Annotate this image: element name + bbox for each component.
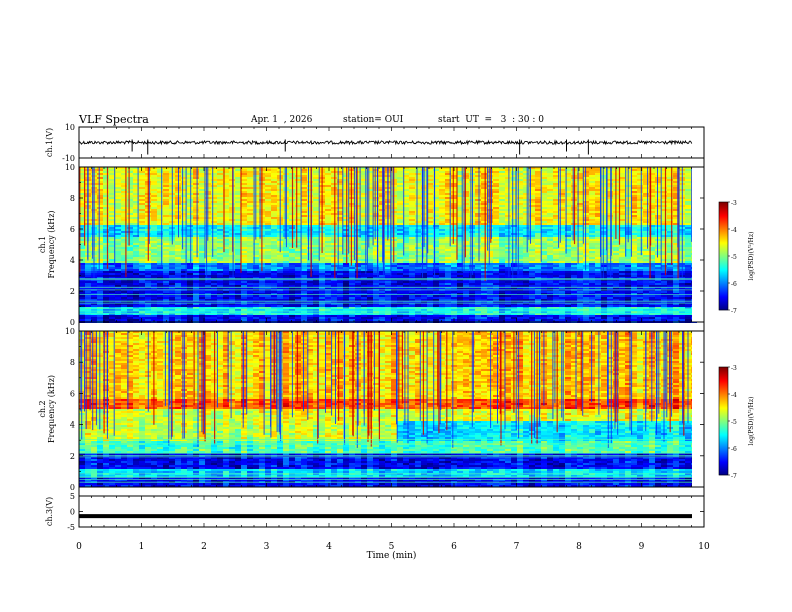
ch1-waveform-line [78, 139, 693, 146]
ch2-spectrogram-ytick-label: 2 [70, 452, 75, 461]
x-tick-label: 7 [514, 542, 520, 552]
ch1-spectrogram-image [79, 167, 697, 323]
ch2-spectrogram-ytick-label: 6 [70, 389, 75, 398]
ch2-spectrogram-colorbar [719, 367, 728, 476]
x-tick-label: 4 [326, 542, 332, 552]
figure-title: VLF Spectra [79, 113, 149, 126]
ch1-spectrogram-colorbar-tick-label: -6 [731, 281, 737, 288]
ch3-waveform-frame [78, 495, 705, 528]
ch1-spectrogram-colorbar-tick-label: -5 [731, 254, 737, 261]
ch2-spectrogram-colorbar-tick-label: -6 [731, 446, 737, 453]
ch2-spectrogram-colorbar-label: log(PSD)(V²/Hz) [748, 397, 755, 446]
ch2-spectrogram-ytick-label: 0 [70, 483, 75, 492]
ch3-waveform-ytick-label: -5 [67, 523, 75, 532]
x-axis-label: Time (min) [367, 550, 417, 561]
x-tick-label: 6 [451, 542, 457, 552]
x-tick-label: 9 [639, 542, 645, 552]
ch2-spectrogram-empty-region [692, 331, 704, 487]
x-tick-label: 5 [389, 542, 395, 552]
x-tick-label: 0 [76, 542, 82, 552]
x-tick-label: 2 [201, 542, 207, 552]
ch2-spectrogram-ytick-label: 4 [70, 421, 75, 430]
x-tick-label: 1 [139, 542, 145, 552]
ch2-spectrogram-ytick-label: 10 [65, 327, 75, 336]
start-time-label: start UT = 3 : 30 : 0 [438, 115, 544, 125]
ch1-spectrogram-colorbar-tick-label: -7 [731, 308, 737, 315]
ch1-waveform-ylabel: ch.1(V) [45, 128, 54, 157]
x-tick-label: 10 [698, 542, 710, 552]
ch1-spectrogram-colorbar [719, 202, 728, 311]
ch2-spectrogram-ytick-label: 8 [70, 358, 75, 367]
ch1-waveform-ytick-label: 10 [65, 123, 75, 132]
ch1-spectrogram-ytick-label: 4 [70, 256, 75, 265]
ch1-spectrogram-ytick-label: 2 [70, 287, 75, 296]
ch2-spectrogram-ylabel: ch.2Frequency (kHz) [38, 375, 56, 443]
ch1-spectrogram-ytick-label: 10 [65, 163, 75, 172]
date-label: Apr. 1 , 2026 [251, 115, 313, 125]
ch1-spectrogram-colorbar-tick-label: -4 [731, 227, 737, 234]
ch1-waveform-trace [78, 139, 693, 155]
ch2-spectrogram-colorbar-tick-label: -5 [731, 419, 737, 426]
ch2-spectrogram-colorbar-tick-label: -3 [731, 365, 737, 372]
station-label: station= OUI [343, 115, 404, 125]
x-tick-label: 3 [264, 542, 270, 552]
ch1-spectrogram-colorbar-tick-label: -3 [731, 200, 737, 207]
ch3-waveform-ytick-label: 0 [70, 508, 75, 517]
ch3-waveform-ytick-label: 5 [70, 492, 75, 501]
ch2-spectrogram-image [79, 331, 697, 487]
ch1-spectrogram-empty-region [692, 167, 704, 322]
x-tick-label: 8 [576, 542, 582, 552]
ch1-spectrogram-ytick-label: 0 [70, 318, 75, 327]
ch1-waveform-ytick-label: -10 [62, 154, 75, 163]
ch1-spectrogram-ylabel: ch.1Frequency (kHz) [38, 210, 56, 278]
ch1-spectrogram-colorbar-label: log(PSD)(V²/Hz) [748, 232, 755, 281]
ch3-waveform-ylabel: ch.3(V) [45, 497, 54, 526]
ch2-spectrogram-colorbar-tick-label: -4 [731, 392, 737, 399]
ch2-spectrogram-colorbar-tick-label: -7 [731, 473, 737, 480]
ch1-spectrogram-ytick-label: 8 [70, 194, 75, 203]
ch1-spectrogram-ytick-label: 6 [70, 225, 75, 234]
